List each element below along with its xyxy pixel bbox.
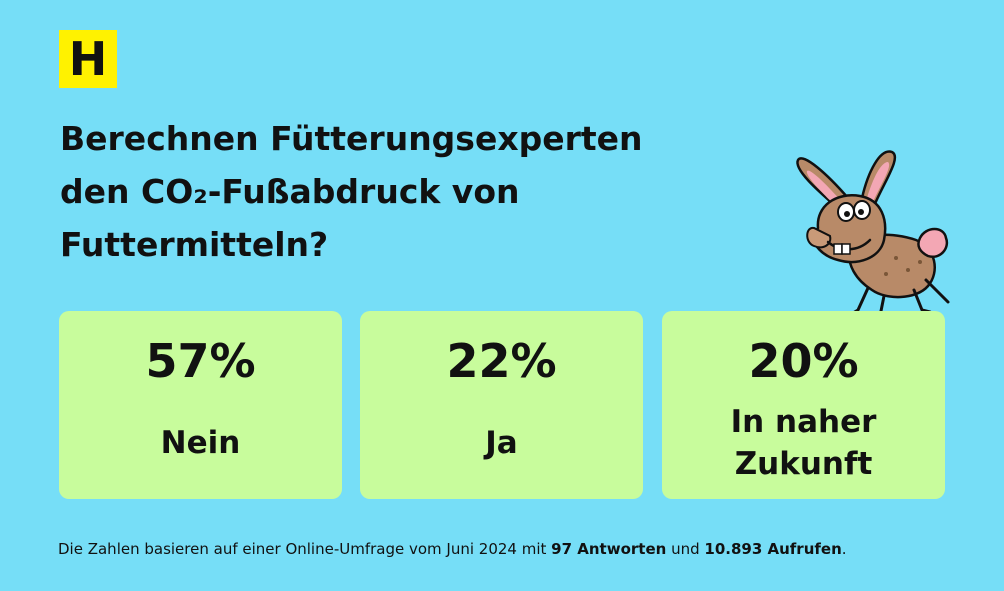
result-card-in-naher-zukunft: 20% In naher Zukunft (662, 311, 945, 499)
poll-question: Berechnen Fütterungsexperten den CO₂-Fuß… (60, 112, 700, 271)
footnote-view-count: 10.893 Aufrufen (704, 540, 842, 558)
brand-logo: H (59, 30, 117, 88)
poll-question-line-2: den CO₂-Fußabdruck von (60, 172, 520, 211)
result-percent: 57% (145, 334, 256, 388)
result-label: In naher Zukunft (730, 404, 877, 482)
result-card-nein: 57% Nein (59, 311, 342, 499)
result-percent: 20% (748, 334, 859, 388)
footnote-answer-count: 97 Antworten (551, 540, 667, 558)
poll-question-line-1: Berechnen Fütterungsexperten (60, 119, 643, 158)
poll-results: 57% Nein 22% Ja 20% In naher Zukunft (59, 311, 947, 499)
footnote-text: und (666, 540, 705, 558)
result-label: Nein (160, 425, 241, 461)
result-label: Ja (485, 425, 518, 461)
survey-footnote: Die Zahlen basieren auf einer Online-Umf… (58, 539, 958, 559)
result-card-ja: 22% Ja (360, 311, 643, 499)
result-percent: 22% (446, 334, 557, 388)
poll-question-line-3: Futtermitteln? (60, 225, 329, 264)
footnote-text: . (841, 540, 847, 558)
footnote-text: Die Zahlen basieren auf einer Online-Umf… (58, 540, 552, 558)
cartoon-rabbit-icon (796, 150, 950, 324)
brand-logo-letter: H (68, 32, 108, 86)
